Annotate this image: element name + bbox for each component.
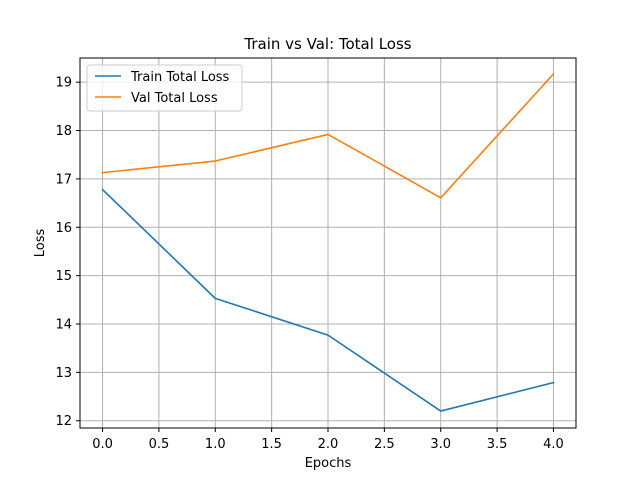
legend: Train Total Loss Val Total Loss bbox=[86, 64, 243, 112]
x-tick-label: 0.0 bbox=[92, 437, 113, 452]
series-lines bbox=[101, 72, 555, 412]
x-tick-label: 2.0 bbox=[318, 437, 339, 452]
y-axis-label: Loss bbox=[33, 229, 48, 258]
grid-lines bbox=[80, 58, 576, 428]
legend-label-train: Train Total Loss bbox=[130, 70, 230, 85]
y-tick-label: 14 bbox=[55, 318, 72, 333]
x-tick-label: 4.0 bbox=[543, 437, 564, 452]
x-tick-label: 2.5 bbox=[374, 437, 395, 452]
x-axis-ticks: 0.0 0.5 1.0 1.5 2.0 2.5 3.0 3.5 4.0 bbox=[92, 428, 564, 452]
y-tick-label: 17 bbox=[55, 172, 72, 187]
y-tick-label: 15 bbox=[55, 269, 72, 284]
x-tick-label: 3.5 bbox=[487, 437, 508, 452]
y-tick-label: 16 bbox=[55, 221, 72, 236]
x-tick-label: 1.5 bbox=[261, 437, 282, 452]
chart-title: Train vs Val: Total Loss bbox=[243, 35, 411, 53]
x-axis-label: Epochs bbox=[305, 456, 352, 471]
y-tick-label: 12 bbox=[55, 414, 72, 429]
y-tick-label: 13 bbox=[55, 366, 72, 381]
y-tick-label: 18 bbox=[55, 124, 72, 139]
x-tick-label: 1.0 bbox=[205, 437, 226, 452]
legend-label-val: Val Total Loss bbox=[131, 91, 218, 106]
y-axis-ticks: 12 13 14 15 16 17 18 19 bbox=[55, 76, 80, 429]
legend-box bbox=[86, 64, 243, 112]
x-tick-label: 0.5 bbox=[149, 437, 170, 452]
x-tick-label: 3.0 bbox=[430, 437, 451, 452]
y-tick-label: 19 bbox=[55, 76, 72, 91]
